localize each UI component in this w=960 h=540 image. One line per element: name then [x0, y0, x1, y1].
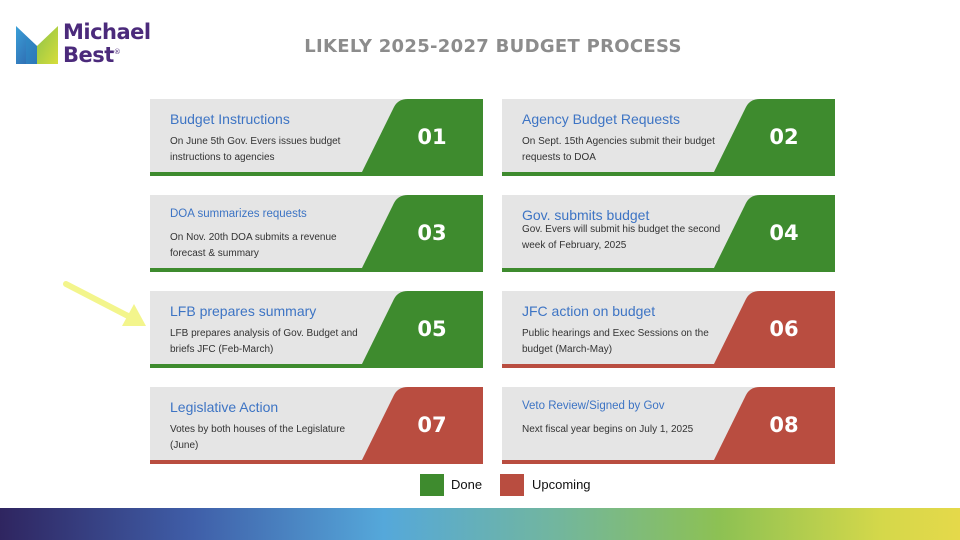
card-number-shape — [712, 291, 835, 368]
card-status-bar — [150, 460, 483, 464]
card-number-shape — [360, 195, 483, 272]
card-title: Budget Instructions — [170, 111, 290, 127]
page-title: LIKELY 2025-2027 BUDGET PROCESS — [304, 36, 682, 57]
card-status-bar — [150, 172, 483, 176]
card-title: JFC action on budget — [522, 303, 656, 319]
yellow-arrow-icon — [63, 281, 146, 326]
logo-registered-mark: ® — [113, 48, 121, 56]
card-number: 08 — [769, 413, 799, 437]
card-number: 07 — [417, 413, 447, 437]
company-logo: Michael Best® — [16, 22, 156, 66]
step-card-01: Budget Instructions On June 5th Gov. Ever… — [150, 99, 483, 176]
card-title: Veto Review/Signed by Gov — [522, 400, 665, 412]
logo-line-2: Best — [63, 43, 114, 67]
card-status-bar — [502, 268, 835, 272]
card-description: Public hearings and Exec Sessions on the… — [522, 328, 709, 355]
step-card-06: JFC action on budget Public hearings and … — [502, 291, 835, 368]
card-description: On Nov. 20th DOA submits a revenue forec… — [170, 232, 337, 259]
card-description: On June 5th Gov. Evers issues budget ins… — [170, 136, 341, 163]
card-number-shape — [712, 387, 835, 464]
step-card-03: DOA summarizes requests On Nov. 20th DOA … — [150, 195, 483, 272]
card-number-shape — [360, 99, 483, 176]
step-card-02: Agency Budget Requests On Sept. 15th Agen… — [502, 99, 835, 176]
card-title: Gov. submits budget — [522, 207, 650, 223]
step-card-08: Veto Review/Signed by Gov Next fiscal yea… — [502, 387, 835, 464]
legend-done-swatch — [420, 474, 444, 496]
bottom-gradient-band — [0, 508, 960, 540]
card-number-shape — [360, 387, 483, 464]
legend-upcoming-label: Upcoming — [532, 477, 591, 492]
card-number: 04 — [769, 221, 799, 245]
card-description: Gov. Evers will submit his budget the se… — [522, 224, 721, 251]
card-status-bar — [502, 460, 835, 464]
card-description: Votes by both houses of the Legislature … — [170, 424, 346, 451]
step-card-05: LFB prepares summary LFB prepares analysi… — [150, 291, 483, 368]
card-status-bar — [150, 364, 483, 368]
step-card-04: Gov. submits budget Gov. Evers will submi… — [502, 195, 835, 272]
card-number: 01 — [417, 125, 447, 149]
legend-upcoming-swatch — [500, 474, 524, 496]
card-status-bar — [150, 268, 483, 272]
card-number-shape — [360, 291, 483, 368]
card-title: Legislative Action — [170, 399, 279, 415]
card-description: Next fiscal year begins on July 1, 2025 — [522, 424, 694, 435]
card-title: Agency Budget Requests — [522, 111, 680, 127]
michael-best-logo-icon — [16, 26, 58, 64]
card-number-shape — [712, 99, 835, 176]
card-description: LFB prepares analysis of Gov. Budget and… — [170, 328, 358, 355]
card-status-bar — [502, 172, 835, 176]
legend-done-label: Done — [451, 477, 483, 492]
card-title: DOA summarizes requests — [170, 208, 307, 220]
card-status-bar — [502, 364, 835, 368]
card-number-shape — [712, 195, 835, 272]
logo-line-1: Michael — [63, 20, 151, 44]
card-title: LFB prepares summary — [170, 303, 317, 319]
card-number: 06 — [769, 317, 799, 341]
step-card-07: Legislative Action Votes by both houses o… — [150, 387, 483, 464]
card-number: 05 — [417, 317, 447, 341]
card-number: 02 — [769, 125, 799, 149]
card-description: On Sept. 15th Agencies submit their budg… — [522, 136, 715, 163]
card-number: 03 — [417, 221, 447, 245]
